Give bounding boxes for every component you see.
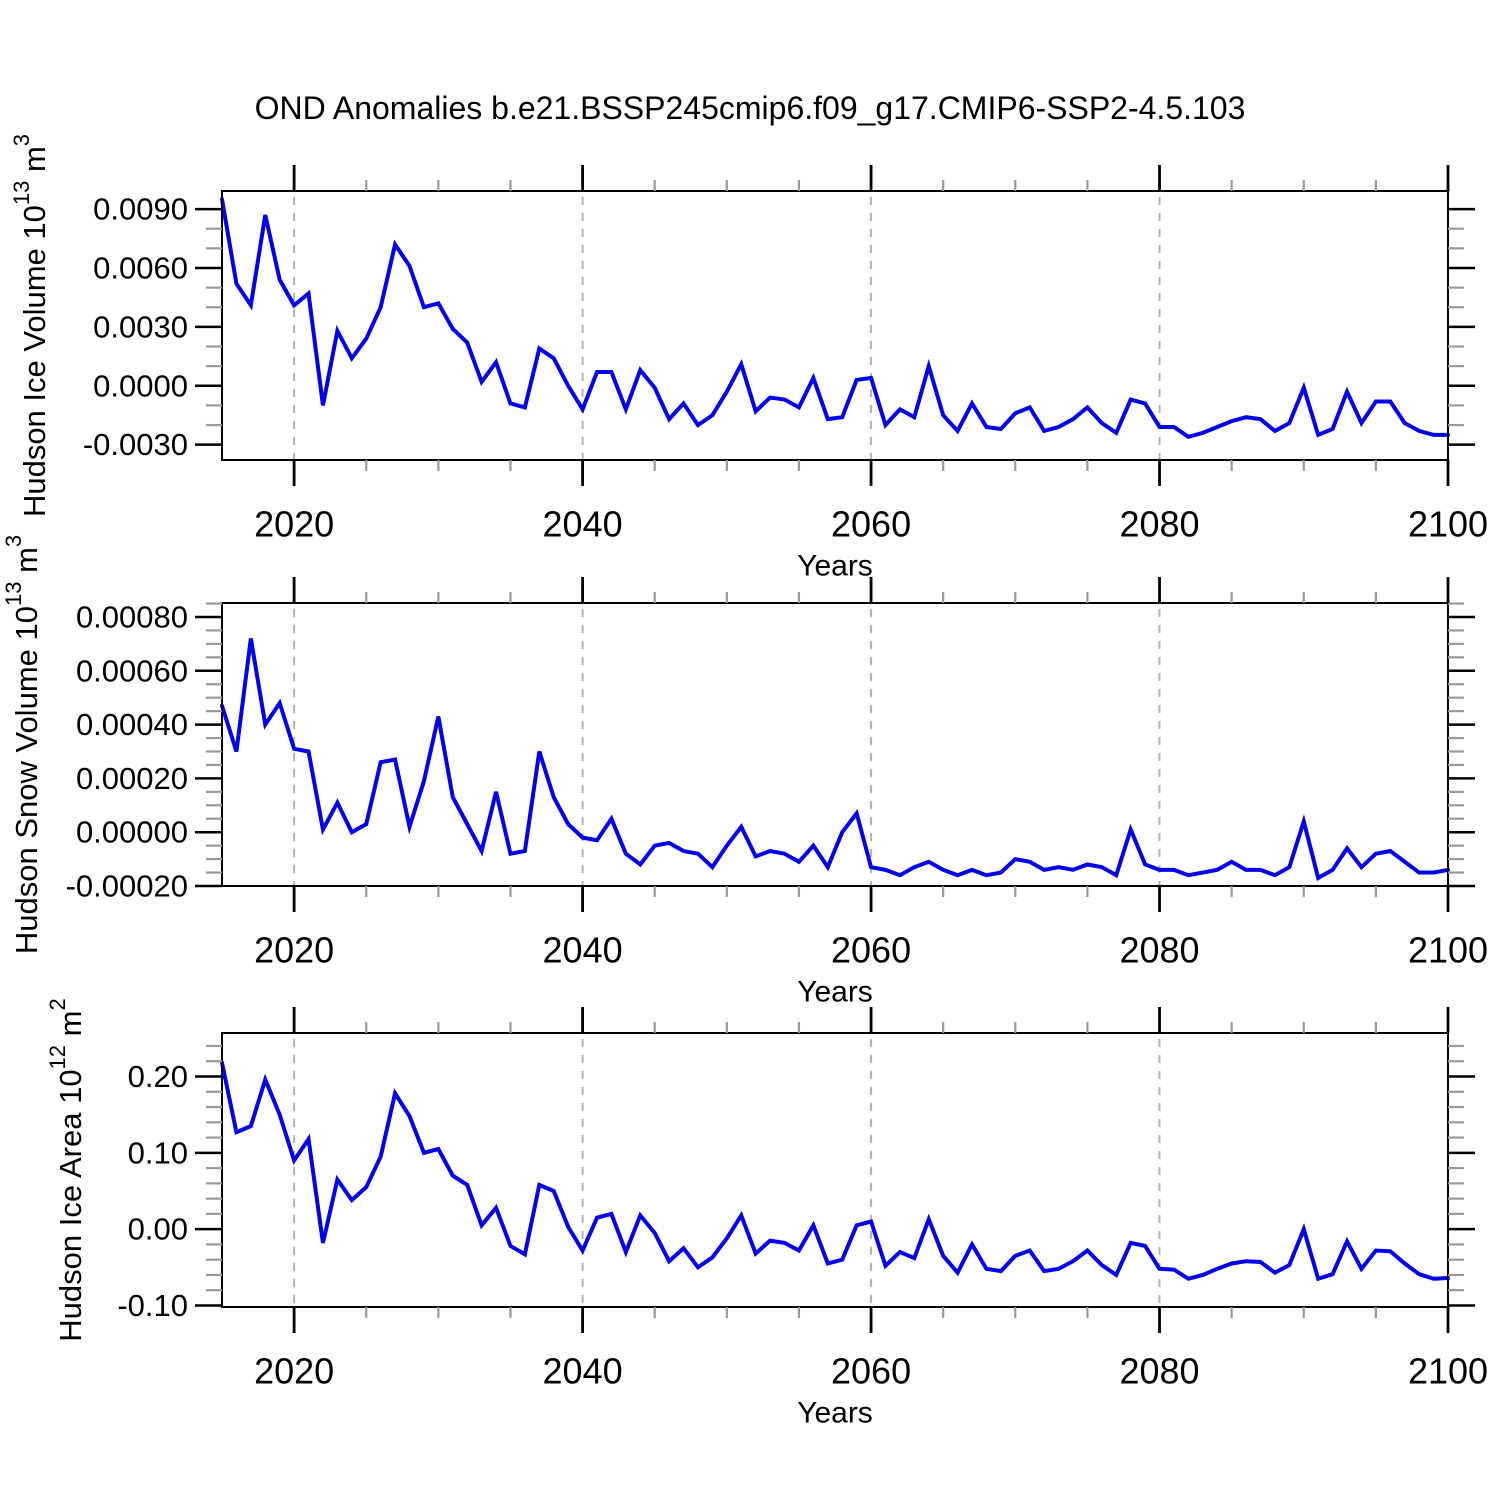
x-tick-label: 2060: [831, 930, 911, 971]
y-tick-label: 0.00060: [76, 653, 188, 688]
ticks-snow-volume: [195, 577, 1475, 912]
x-tick-label: 2080: [1119, 504, 1199, 545]
x-tick-label: 2060: [831, 1351, 911, 1392]
plot-frame-ice-area: [221, 1032, 1449, 1308]
y-tick-label: 0.10: [128, 1135, 188, 1170]
x-tick-label: 2020: [254, 1351, 334, 1392]
x-tick-label: 2060: [831, 504, 911, 545]
ticks-ice-area: [195, 1007, 1475, 1333]
x-axis-title-ice-area: Years: [797, 1397, 873, 1430]
x-tick-label: 2100: [1408, 1351, 1488, 1392]
y-axis-title-snow-volume: Hudson Snow Volume 1013 m3: [1, 535, 44, 954]
gridlines-ice-area: [293, 1007, 1161, 1333]
x-tick-label: 2040: [543, 1351, 623, 1392]
x-axis-title-snow-volume: Years: [797, 976, 873, 1009]
x-tick-label: 2040: [543, 504, 623, 545]
y-tick-label: 0.20: [128, 1059, 188, 1094]
y-tick-label: 0.0060: [93, 250, 188, 285]
y-tick-label: 0.00: [128, 1212, 188, 1247]
plot-ice-area: 0.20 0.10 0.00 -0.10 2020 2040 2060 2080 2100 Yea…: [45, 998, 1489, 1429]
x-tick-label: 2040: [543, 930, 623, 971]
x-tick-label: 2100: [1408, 504, 1488, 545]
tick-labels-snow-volume: 0.00080 0.00060 0.00040 0.00020 0.00000 -0.00…: [66, 599, 1488, 1008]
y-axis-title-ice-volume: Hudson Ice Volume 1013 m3: [9, 134, 52, 517]
x-tick-label: 2100: [1408, 930, 1488, 971]
y-tick-label: 0.00040: [76, 707, 188, 742]
x-axis-title-ice-volume: Years: [797, 550, 873, 583]
series-line-snow-volume: [220, 638, 1450, 881]
x-tick-label: 2080: [1119, 1351, 1199, 1392]
ticks-ice-volume: [195, 165, 1475, 486]
y-tick-label: -0.10: [117, 1288, 188, 1323]
y-axis-title-ice-area: Hudson Ice Area 1012 m2: [45, 998, 88, 1341]
y-tick-label: 0.00000: [76, 815, 188, 850]
tick-labels-ice-volume: 0.0090 0.0060 0.0030 0.0000 -0.0030 2020 2040 2…: [83, 192, 1488, 583]
gridlines-ice-volume: [293, 165, 1161, 486]
chart-title: OND Anomalies b.e21.BSSP245cmip6.f09_g17…: [254, 90, 1246, 126]
y-tick-label: 0.0000: [93, 368, 188, 403]
y-tick-label: -0.00020: [66, 869, 188, 904]
x-tick-label: 2020: [254, 504, 334, 545]
plot-frame-ice-volume: [221, 190, 1449, 461]
plot-snow-volume: 0.00080 0.00060 0.00040 0.00020 0.00000 -0.00…: [1, 535, 1489, 1009]
series-line-ice-area: [220, 1060, 1450, 1282]
x-tick-label: 2080: [1119, 930, 1199, 971]
x-tick-label: 2020: [254, 930, 334, 971]
y-tick-label: 0.00020: [76, 761, 188, 796]
tick-labels-ice-area: 0.20 0.10 0.00 -0.10 2020 2040 2060 2080 2100 Yea…: [117, 1059, 1488, 1429]
series-line-ice-volume: [220, 197, 1450, 440]
y-tick-label: -0.0030: [83, 427, 188, 462]
y-tick-label: 0.00080: [76, 599, 188, 634]
plot-ice-volume: 0.0090 0.0060 0.0030 0.0000 -0.0030 2020 2040 2…: [9, 134, 1489, 583]
y-tick-label: 0.0090: [93, 192, 188, 227]
y-tick-label: 0.0030: [93, 309, 188, 344]
plot-frame-snow-volume: [221, 602, 1449, 887]
